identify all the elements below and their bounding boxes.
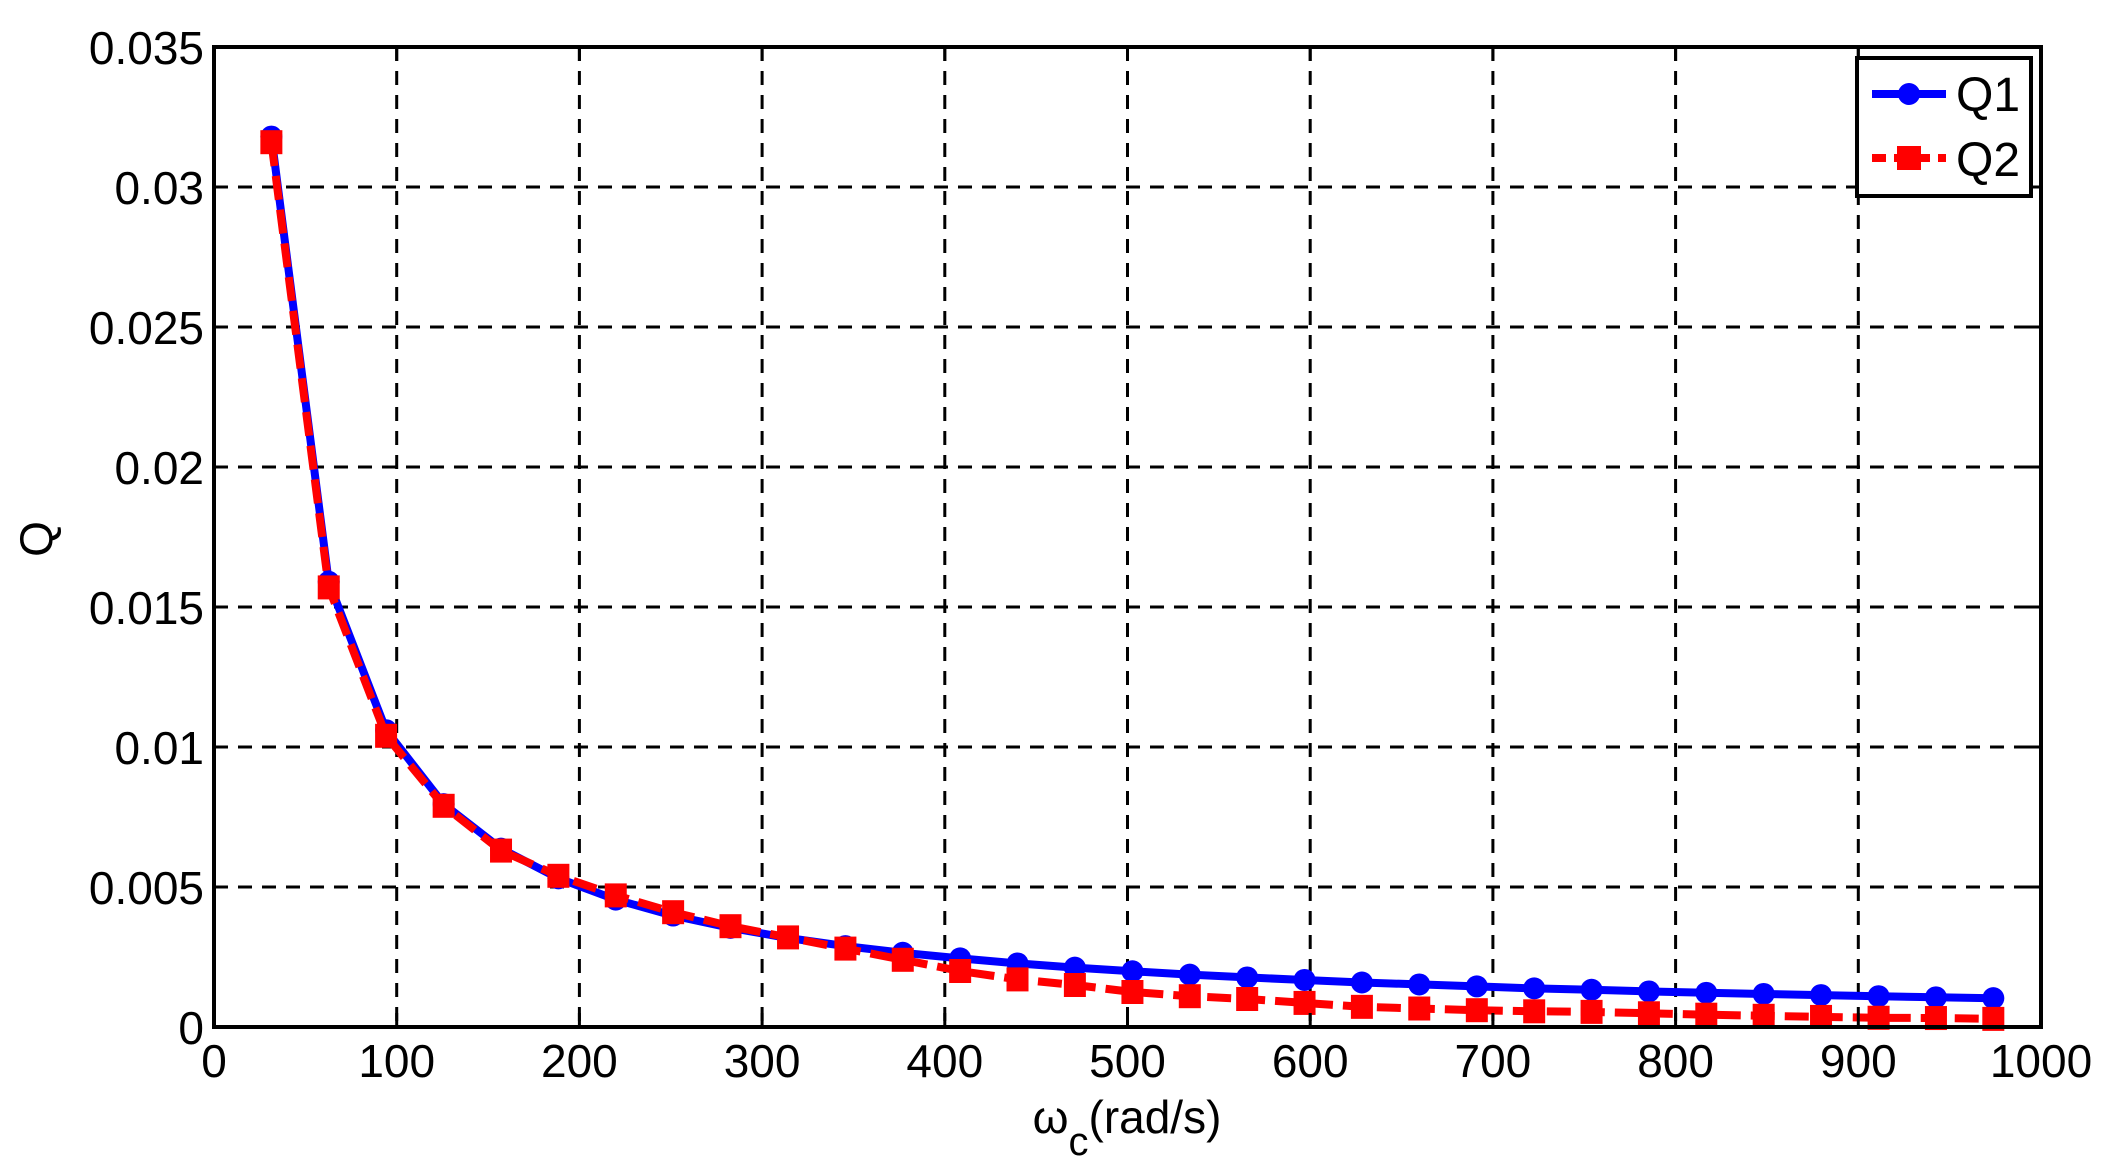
data-point-circle-icon [1465, 975, 1488, 998]
legend: Q1 Q2 [1855, 56, 2033, 198]
data-point-square-icon [1063, 973, 1086, 997]
data-point-square-icon [1350, 994, 1373, 1019]
x-tick-label: 1000 [1990, 1035, 2092, 1087]
data-point-circle-icon [1982, 987, 2005, 1010]
legend-q2-label: Q2 [1956, 134, 2020, 187]
data-point-square-icon [719, 914, 742, 939]
data-point-square-icon [1924, 1006, 1947, 1031]
data-point-circle-icon [1121, 960, 1144, 983]
data-point-circle-icon [1178, 963, 1201, 986]
x-tick-label: 100 [358, 1035, 435, 1087]
data-point-square-icon [1867, 1005, 1890, 1030]
y-axis-label: Q [10, 521, 62, 557]
data-point-square-icon [662, 900, 685, 925]
data-point-square-icon [777, 925, 800, 950]
data-point-square-icon [949, 959, 972, 983]
x-tick-label: 900 [1820, 1035, 1897, 1087]
data-point-square-icon [490, 838, 513, 863]
data-point-circle-icon [1637, 980, 1660, 1003]
series-layer [260, 125, 2005, 1031]
legend-box [1855, 56, 2033, 198]
data-point-square-icon [1178, 984, 1201, 1009]
grid-lines [214, 47, 2041, 1027]
data-point-circle-icon [1580, 978, 1603, 1001]
y-tick-label: 0.015 [89, 582, 204, 634]
y-tick-label: 0.03 [114, 162, 204, 214]
legend-q1-label: Q1 [1956, 69, 2020, 122]
data-point-circle-icon [1236, 966, 1259, 989]
y-tick-label: 0.035 [89, 22, 204, 74]
legend-q2-square-marker-icon [1897, 146, 1921, 170]
legend-q1-circle-marker-icon [1898, 83, 1920, 105]
x-tick-label: 500 [1089, 1035, 1166, 1087]
x-tick-label: 300 [724, 1035, 801, 1087]
data-point-square-icon [1465, 998, 1488, 1023]
y-tick-labels: 0 0.005 0.01 0.015 0.02 0.025 0.03 0.035 [89, 22, 204, 1054]
legend-item-q1: Q1 [1872, 69, 2020, 122]
data-point-circle-icon [1810, 984, 1833, 1007]
x-tick-labels: 0 100 200 300 400 500 600 700 800 900 1000 [201, 1035, 2092, 1087]
data-point-square-icon [1293, 990, 1316, 1015]
data-point-circle-icon [1924, 986, 1947, 1009]
data-point-square-icon [1637, 1001, 1660, 1026]
y-tick-label: 0.005 [89, 862, 204, 914]
series-q2 [260, 130, 2005, 1031]
y-tick-label: 0.025 [89, 302, 204, 354]
data-point-square-icon [1695, 1002, 1718, 1027]
y-tick-label: 0 [178, 1002, 204, 1054]
data-point-circle-icon [1523, 977, 1546, 1000]
data-point-square-icon [1121, 980, 1144, 1004]
x-tick-label: 700 [1455, 1035, 1532, 1087]
data-point-square-icon [1408, 996, 1431, 1021]
data-point-square-icon [432, 793, 455, 818]
data-point-circle-icon [1867, 985, 1890, 1008]
data-point-circle-icon [1350, 971, 1373, 994]
x-axis-label: ωc(rad/s) [1033, 1091, 1222, 1164]
data-point-circle-icon [1695, 981, 1718, 1004]
data-point-square-icon [260, 130, 283, 155]
data-point-square-icon [604, 883, 627, 908]
x-tick-label: 600 [1272, 1035, 1349, 1087]
data-point-square-icon [375, 723, 398, 748]
x-tick-label: 0 [201, 1035, 227, 1087]
y-tick-label: 0.02 [114, 442, 204, 494]
data-point-square-icon [1523, 999, 1546, 1024]
data-point-circle-icon [1752, 982, 1775, 1005]
data-point-square-icon [1810, 1004, 1833, 1029]
data-point-square-icon [1580, 999, 1603, 1024]
data-point-square-icon [1752, 1003, 1775, 1028]
x-tick-label: 200 [541, 1035, 618, 1087]
x-tick-label: 400 [906, 1035, 983, 1087]
x-tick-label: 800 [1637, 1035, 1714, 1087]
data-point-square-icon [1236, 987, 1259, 1011]
data-point-square-icon [891, 947, 914, 972]
data-point-square-icon [547, 863, 570, 888]
data-point-square-icon [834, 936, 857, 961]
data-point-circle-icon [1293, 968, 1316, 991]
legend-item-q2: Q2 [1872, 134, 2020, 187]
data-point-circle-icon [1408, 973, 1431, 996]
y-tick-label: 0.01 [114, 722, 204, 774]
data-point-square-icon [317, 575, 340, 600]
data-point-square-icon [1006, 967, 1029, 992]
data-point-square-icon [1982, 1006, 2005, 1031]
